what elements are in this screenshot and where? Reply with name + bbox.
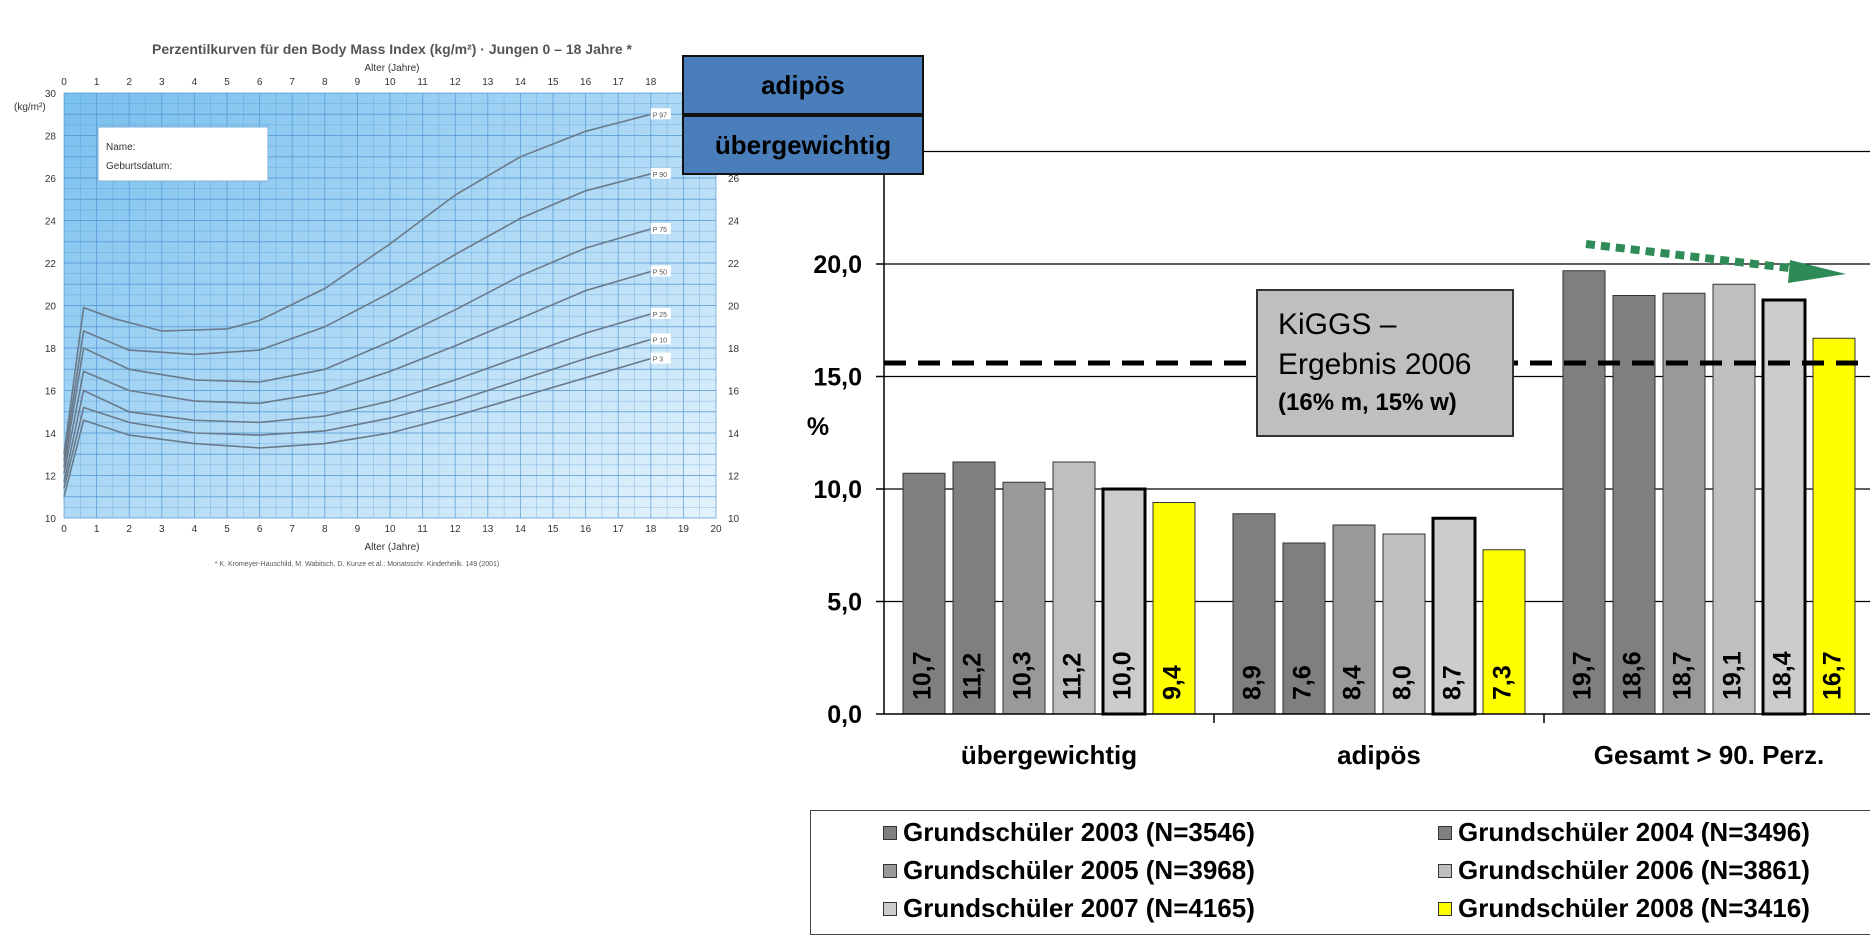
legend-swatch [1438, 864, 1452, 878]
bar-chart-data-label: 19,1 [1719, 651, 1747, 700]
bar-chart-data-label: 18,7 [1669, 651, 1697, 700]
bar-chart-bar [1713, 284, 1755, 714]
legend-swatch [1438, 902, 1452, 916]
uebergewichtig-callout: übergewichtig [682, 115, 924, 175]
bar-chart-y-tick: 10,0 [813, 476, 862, 504]
legend-label: Grundschüler 2005 (N=3968) [903, 855, 1255, 886]
legend-swatch [883, 864, 897, 878]
bar-chart-bar [1613, 296, 1655, 715]
bar-chart-data-label: 18,6 [1619, 651, 1647, 700]
legend-swatch [883, 826, 897, 840]
legend-item: Grundschüler 2008 (N=3416) [1438, 893, 1810, 924]
chart-legend: Grundschüler 2003 (N=3546) Grundschüler 2… [810, 810, 1870, 935]
trend-arrow-shaft [1586, 244, 1806, 270]
bar-chart-data-label: 8,7 [1439, 665, 1467, 700]
kiggs-line-3: (16% m, 15% w) [1278, 385, 1512, 421]
legend-item: Grundschüler 2006 (N=3861) [1438, 855, 1810, 886]
bar-chart-data-label: 11,2 [959, 653, 987, 700]
legend-swatch [1438, 826, 1452, 840]
bar-chart-data-label: 10,7 [909, 651, 937, 700]
legend-label: Grundschüler 2006 (N=3861) [1458, 855, 1810, 886]
bar-chart-bar [1563, 271, 1605, 714]
legend-swatch [883, 902, 897, 916]
bar-chart-data-label: 9,4 [1159, 665, 1187, 700]
legend-item: Grundschüler 2003 (N=3546) [883, 817, 1255, 848]
legend-item: Grundschüler 2007 (N=4165) [883, 893, 1255, 924]
legend-label: Grundschüler 2003 (N=3546) [903, 817, 1255, 848]
adipoes-callout: adipös [682, 55, 924, 115]
bar-chart-bar [1663, 293, 1705, 714]
bar-chart-category-label: übergewichtig [961, 740, 1137, 770]
legend-item: Grundschüler 2005 (N=3968) [883, 855, 1255, 886]
bar-chart-data-label: 7,6 [1289, 665, 1317, 700]
bar-chart-data-label: 8,0 [1389, 665, 1417, 700]
bar-chart-category-label: adipös [1337, 740, 1421, 770]
bar-chart-data-label: 11,2 [1059, 653, 1087, 700]
bar-chart-data-label: 16,7 [1819, 651, 1847, 700]
uebergewichtig-callout-text: übergewichtig [715, 130, 891, 161]
legend-label: Grundschüler 2008 (N=3416) [1458, 893, 1810, 924]
legend-label: Grundschüler 2004 (N=3496) [1458, 817, 1810, 848]
bar-chart-category-label: Gesamt > 90. Perz. [1594, 740, 1825, 770]
bar-chart-y-tick: 0,0 [827, 701, 862, 729]
bar-chart-data-label: 7,3 [1489, 665, 1517, 700]
legend-item: Grundschüler 2004 (N=3496) [1438, 817, 1810, 848]
bar-chart-y-label: % [807, 413, 829, 441]
bar-chart-y-tick: 5,0 [827, 589, 862, 617]
bar-chart-data-label: 8,4 [1339, 665, 1367, 700]
adipoes-callout-text: adipös [761, 70, 845, 101]
kiggs-annotation: KiGGS – Ergebnis 2006 (16% m, 15% w) [1256, 289, 1514, 437]
bar-chart-data-label: 8,9 [1239, 665, 1267, 700]
bar-chart-data-label: 18,4 [1769, 651, 1797, 700]
bar-chart-data-label: 19,7 [1569, 651, 1597, 700]
bar-chart-data-label: 10,3 [1009, 651, 1037, 700]
legend-label: Grundschüler 2007 (N=4165) [903, 893, 1255, 924]
bar-chart-data-label: 10,0 [1109, 651, 1137, 700]
kiggs-line-2: Ergebnis 2006 [1278, 345, 1512, 385]
bar-chart-y-tick: 20,0 [813, 251, 862, 279]
kiggs-line-1: KiGGS – [1278, 305, 1512, 345]
bar-chart-y-tick: 15,0 [813, 364, 862, 392]
